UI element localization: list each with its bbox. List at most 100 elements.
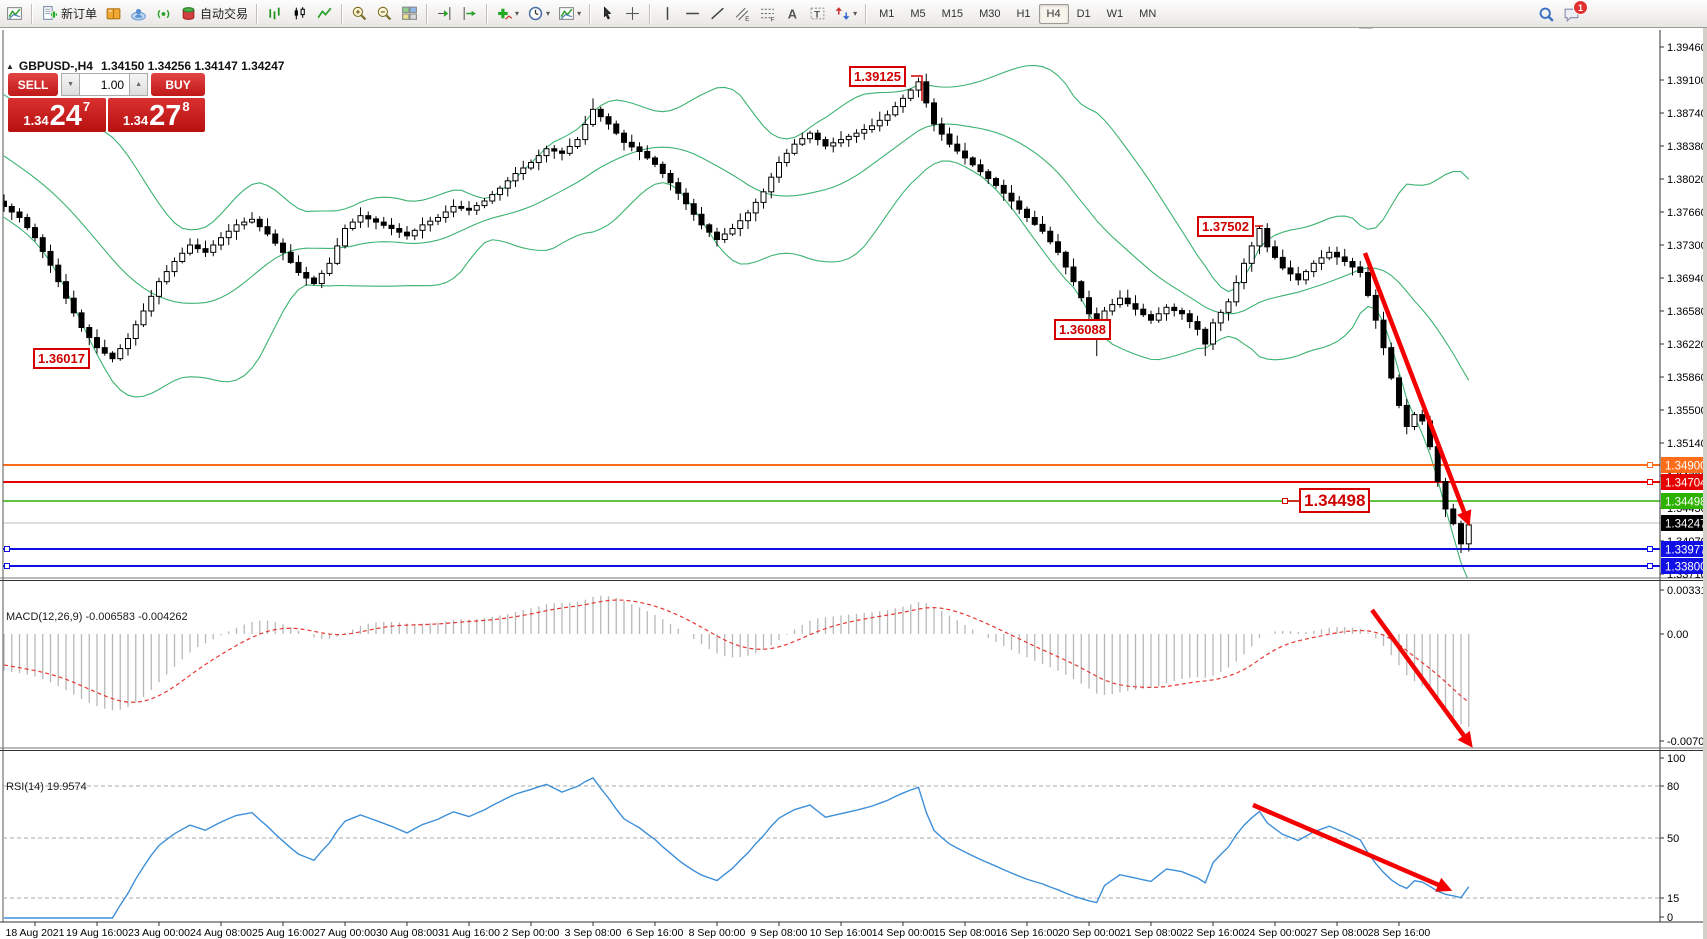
timeframe-m30[interactable]: M30 (979, 7, 1001, 20)
macd-axis-tick: 0.003312 (1667, 585, 1707, 597)
market-watch-button[interactable] (101, 2, 126, 26)
hline-handle[interactable] (4, 546, 10, 552)
svg-text:16 Sep 16:00: 16 Sep 16:00 (996, 927, 1059, 939)
price-annotation-137502[interactable]: 1.37502 (1197, 216, 1254, 237)
new-order-label: 新订单 (61, 7, 98, 21)
svg-text:1.34247: 1.34247 (1665, 519, 1707, 531)
rsi-indicator-label: RSI(14) 19.9574 (6, 781, 87, 793)
community-button[interactable] (126, 2, 151, 26)
candlesticks (3, 73, 1472, 554)
macd-histogram (3, 595, 1470, 727)
svg-text:23 Aug 00:00: 23 Aug 00:00 (128, 927, 190, 939)
collapse-panel-icon[interactable]: ▲ (6, 62, 14, 71)
periods-button[interactable]: ▾ (523, 2, 554, 26)
autotrading-button[interactable]: 自动交易 (176, 2, 252, 26)
timeframe-w1[interactable]: W1 (1106, 7, 1124, 20)
vertical-line-button[interactable] (655, 2, 680, 26)
horizontal-line-button[interactable] (680, 2, 705, 26)
indicators-button[interactable]: ▾ (492, 2, 523, 26)
timeframe-m15[interactable]: M15 (941, 7, 964, 20)
hline-1.33800[interactable] (3, 563, 1660, 569)
chart-canvas[interactable]: 1.39460 1.39100 1.38740 1.38380 1.38020 1.376… (0, 28, 1707, 939)
text-button[interactable] (780, 2, 805, 26)
chart-grip-icon[interactable] (1359, 28, 1373, 29)
price-annotation-139125[interactable]: 1.39125 (849, 66, 906, 87)
volume-input[interactable]: 1.00 (80, 73, 130, 96)
trendline-button[interactable] (705, 2, 730, 26)
signals-button[interactable] (151, 2, 176, 26)
svg-text:6 Sep 16:00: 6 Sep 16:00 (627, 927, 684, 939)
text-icon (784, 5, 801, 22)
new-chart-icon (6, 5, 23, 22)
equidistant-channel-button[interactable] (730, 2, 755, 26)
line-chart-button[interactable] (312, 2, 337, 26)
price-annotation-134498[interactable]: 1.34498 (1299, 488, 1371, 513)
macd-indicator-label: MACD(12,26,9) -0.006583 -0.004262 (6, 611, 188, 623)
hline-handle[interactable] (1647, 462, 1653, 468)
trend-arrow[interactable] (1252, 802, 1453, 892)
hline-handle[interactable] (1647, 546, 1653, 552)
buy-price-button[interactable]: 1.34 27 8 (107, 98, 205, 132)
chart-shift-button[interactable] (457, 2, 482, 26)
hline-1.34900[interactable] (3, 462, 1660, 468)
trend-arrow[interactable] (1370, 608, 1473, 748)
sell-price-button[interactable]: 1.34 24 7 (8, 98, 106, 132)
chart-svg[interactable]: 1.39460 1.39100 1.38740 1.38380 1.38020 1.376… (0, 28, 1707, 939)
trend-arrow[interactable] (1362, 252, 1472, 527)
zoom-in-button[interactable] (347, 2, 372, 26)
search-icon[interactable] (1534, 2, 1559, 26)
hline-handle[interactable] (4, 563, 10, 569)
volume-decrease-button[interactable]: ▼ (61, 73, 81, 96)
dropdown-arrow-icon[interactable]: ▾ (853, 9, 858, 18)
hline-1.34704[interactable] (3, 479, 1660, 485)
templates-button[interactable]: ▾ (554, 2, 585, 26)
hline-handle[interactable] (1647, 563, 1653, 569)
timeframe-d1[interactable]: D1 (1076, 7, 1091, 20)
candlestick-chart-button[interactable] (287, 2, 312, 26)
auto-scroll-button[interactable] (432, 2, 457, 26)
tile-windows-button[interactable] (397, 2, 422, 26)
cursor-button[interactable] (595, 2, 620, 26)
timeframe-mn[interactable]: MN (1139, 7, 1157, 20)
fibonacci-button[interactable] (755, 2, 780, 26)
new-order-button[interactable]: 新订单 (37, 2, 101, 26)
dropdown-arrow-icon[interactable]: ▾ (546, 9, 551, 18)
dropdown-arrow-icon[interactable]: ▾ (515, 9, 520, 18)
svg-text:1.33977: 1.33977 (1665, 545, 1707, 557)
toolbar-separator (31, 3, 33, 24)
templates-icon (558, 5, 575, 22)
new-order-icon (41, 5, 58, 22)
time-axis[interactable]: 18 Aug 2021 19 Aug 16:00 23 Aug 00:00 24 Au… (6, 922, 1431, 939)
svg-text:2 Sep 00:00: 2 Sep 00:00 (503, 927, 560, 939)
volume-increase-button[interactable]: ▲ (129, 73, 149, 96)
rsi-axis-tick: 100 (1667, 753, 1685, 765)
trendline-icon (709, 5, 726, 22)
tile-windows-icon (401, 5, 418, 22)
macd-signal-line (3, 599, 1470, 703)
hline-1.33977[interactable] (3, 546, 1660, 552)
window-edge (1703, 28, 1707, 939)
timeframe-h4[interactable]: H4 (1038, 3, 1069, 24)
svg-text:22 Sep 16:00: 22 Sep 16:00 (1182, 927, 1245, 939)
notifications-icon[interactable]: 1 (1559, 0, 1588, 26)
bar-chart-button[interactable] (262, 2, 287, 26)
crosshair-button[interactable] (620, 2, 645, 26)
dropdown-arrow-icon[interactable]: ▾ (577, 9, 582, 18)
hline-handle[interactable] (1647, 479, 1653, 485)
text-label-button[interactable] (805, 2, 830, 26)
timeframe-h1[interactable]: H1 (1016, 7, 1031, 20)
buy-price-point: 8 (182, 99, 190, 114)
price-annotation-136088[interactable]: 1.36088 (1054, 319, 1111, 340)
price-annotation-136017[interactable]: 1.36017 (33, 348, 90, 369)
svg-text:18 Aug 2021: 18 Aug 2021 (6, 927, 65, 939)
buy-button[interactable]: BUY (151, 73, 205, 96)
price-label-1.34247: 1.34247 (1661, 515, 1707, 531)
zoom-out-button[interactable] (372, 2, 397, 26)
autotrading-icon (180, 5, 197, 22)
arrows-button[interactable]: ▾ (830, 2, 861, 26)
price-label-1.34498: 1.34498 (1661, 493, 1707, 509)
timeframe-m5[interactable]: M5 (910, 7, 926, 20)
sell-button[interactable]: SELL (8, 73, 59, 96)
timeframe-m1[interactable]: M1 (879, 7, 895, 20)
new-chart-button[interactable] (2, 2, 27, 26)
